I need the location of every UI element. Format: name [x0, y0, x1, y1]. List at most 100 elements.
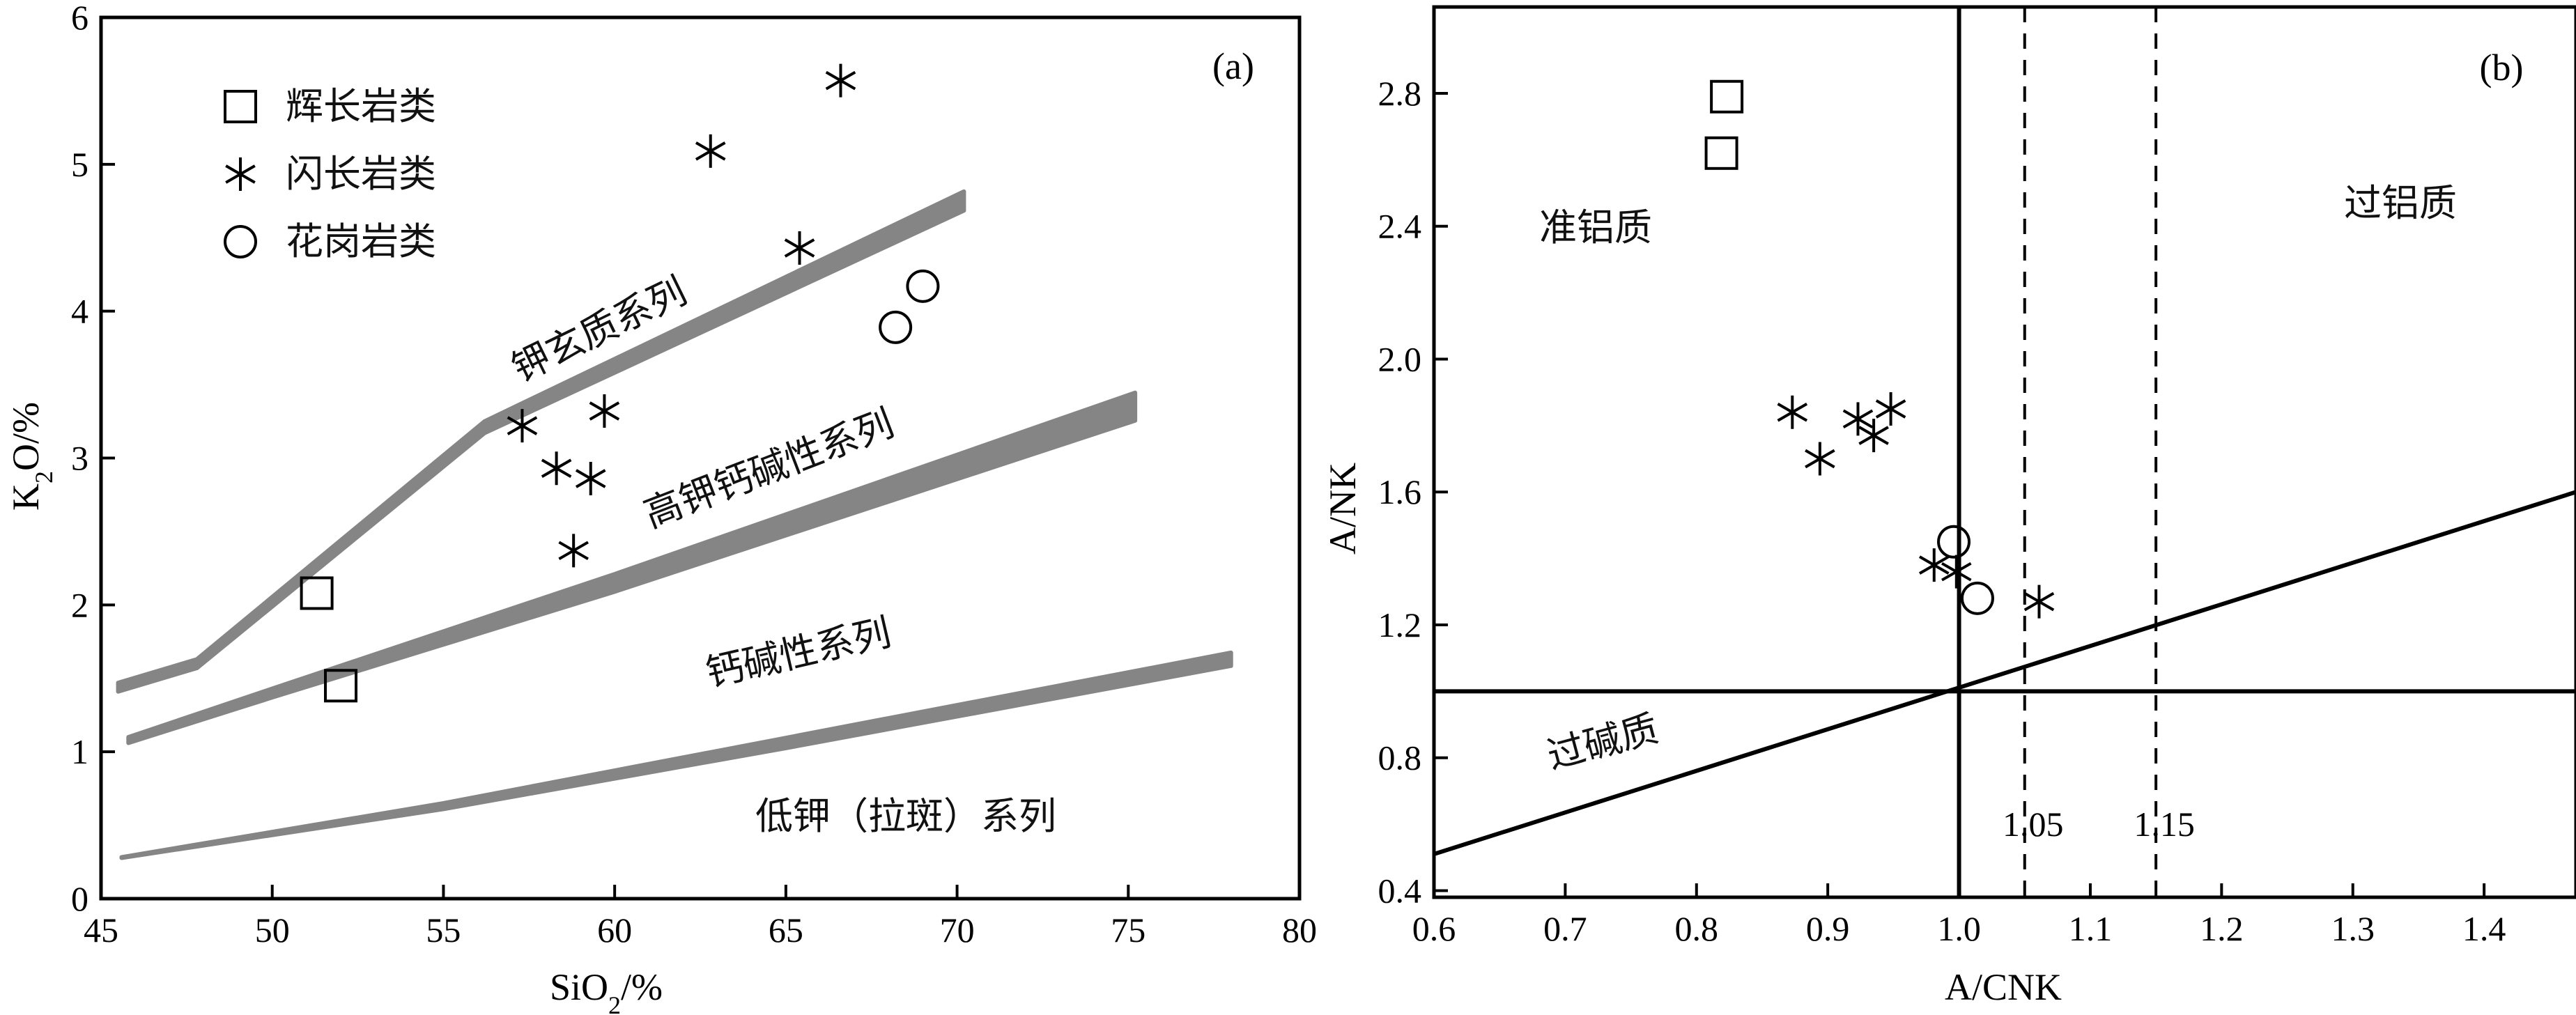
- data-point-asterisk-stroke: [1858, 426, 1889, 445]
- panel-label-a: (a): [1212, 45, 1254, 87]
- data-point-square: [324, 669, 357, 703]
- data-point-asterisk: [1805, 442, 1835, 476]
- dashed-line-label: 1.15: [2134, 805, 2195, 844]
- panel-b-x-tick-label: 1.1: [2069, 909, 2113, 948]
- panel-a-x-tick-label: 70: [940, 911, 975, 950]
- data-point-asterisk: [1842, 402, 1874, 436]
- x-axis-title-a: SiO2/%: [550, 966, 663, 1015]
- data-point-asterisk: [575, 462, 606, 496]
- panel-a-x-tick-label: 65: [769, 911, 803, 950]
- panel-b-x-tick-label: 0.9: [1806, 909, 1850, 948]
- legend-marker-asterisk-stroke: [225, 164, 256, 184]
- panel-b-x-tick-label: 0.7: [1543, 909, 1587, 948]
- data-point-asterisk-stroke: [1875, 399, 1906, 419]
- data-point-asterisk: [558, 534, 589, 568]
- panel-b-x-tick-label: 0.6: [1412, 909, 1456, 948]
- panel-b-y-tick-label: 0.4: [1378, 871, 1422, 910]
- data-point-asterisk: [1875, 392, 1906, 426]
- boundary-band-3: [119, 650, 1233, 860]
- panel-a-y-tick-label: 1: [71, 732, 88, 771]
- x-axis-title-b: A/CNK: [1945, 966, 2062, 1008]
- data-point-asterisk: [825, 63, 856, 98]
- boundary-line: [1434, 490, 2576, 856]
- data-point-asterisk-stroke: [558, 541, 589, 561]
- panel-b-x-tick-label: 1.4: [2462, 909, 2506, 948]
- panel-a-x-tick-label: 45: [84, 911, 118, 950]
- data-point-asterisk-stroke: [507, 416, 538, 435]
- data-point-asterisk-stroke: [825, 70, 856, 91]
- data-point-square: [1704, 136, 1738, 170]
- data-point-circle: [1937, 525, 1971, 559]
- data-point-circle: [1960, 581, 1994, 615]
- data-point-asterisk-stroke: [2023, 591, 2055, 612]
- data-point-asterisk: [589, 394, 620, 428]
- data-point-asterisk-stroke: [1918, 555, 1950, 575]
- data-point-asterisk-stroke: [1805, 449, 1835, 469]
- series-label: 高钾钙碱性系列: [638, 401, 900, 536]
- data-point-asterisk: [1918, 548, 1950, 582]
- plot-frame-a: [99, 15, 1302, 901]
- data-point-asterisk-stroke: [784, 238, 815, 258]
- data-point-asterisk-stroke: [575, 469, 606, 488]
- panel-a-y-tick-label: 2: [71, 585, 88, 624]
- panel-a-x-tick-label: 80: [1282, 911, 1317, 950]
- panel-a-x-tick-label: 60: [597, 911, 632, 950]
- panel-b-y-tick-label: 1.6: [1378, 472, 1422, 511]
- panel-a-y-tick-label: 0: [71, 879, 88, 918]
- legend-marker-asterisk: [225, 157, 256, 191]
- data-point-asterisk-stroke: [589, 401, 620, 421]
- region-label: 过铝质: [2344, 181, 2457, 225]
- panel-b-x-tick-label: 1.2: [2200, 909, 2244, 948]
- panel-a-x-tick-label: 75: [1111, 911, 1146, 950]
- data-point-asterisk: [1858, 419, 1889, 453]
- panel-b-x-tick-label: 0.8: [1675, 909, 1719, 948]
- legend-label: 辉长岩类: [286, 84, 436, 128]
- boundary-band-1: [116, 189, 966, 694]
- data-point-asterisk: [1941, 555, 1972, 589]
- panel-b-y-tick-label: 0.8: [1378, 738, 1422, 777]
- data-point-asterisk: [2023, 584, 2055, 619]
- reference-lines: [1434, 7, 2576, 897]
- panel-b: 0.6 0.7 0.8 0.9 1.0 1.1 1.2 1.3 1.4 0.4 0.8 1.2 1.6 2…: [1322, 5, 2576, 1008]
- data-point-square: [1710, 79, 1744, 114]
- data-point-asterisk-stroke: [1941, 561, 1972, 582]
- panel-b-y-tick-label: 2.8: [1378, 74, 1422, 113]
- boundary-band-2: [126, 390, 1138, 745]
- data-point-asterisk-stroke: [1777, 403, 1808, 422]
- data-point-asterisk: [1777, 395, 1808, 429]
- legend-label: 花岗岩类: [286, 219, 436, 263]
- legend-marker-circle: [224, 225, 257, 258]
- data-point-asterisk-stroke: [695, 141, 726, 161]
- panel-a-y-tick-label: 3: [71, 439, 88, 478]
- data-point-asterisk: [784, 231, 815, 265]
- panel-b-y-tick-label: 2.4: [1378, 207, 1422, 246]
- panel-a-y-tick-label: 4: [71, 292, 88, 331]
- plot-frame-b: [1432, 5, 2576, 899]
- y-axis-title-b: A/NK: [1322, 463, 1364, 555]
- data-point-asterisk: [695, 134, 726, 168]
- data-point-asterisk: [507, 409, 538, 443]
- panel-a-x-tick-label: 50: [255, 911, 290, 950]
- data-point-asterisk: [541, 451, 572, 486]
- legend-label: 闪长岩类: [286, 152, 436, 196]
- y-axis-title-a: K2O/%: [5, 402, 58, 511]
- data-point-square: [300, 576, 334, 610]
- data-point-asterisk-stroke: [1842, 409, 1874, 429]
- dashed-line-label: 1.05: [2003, 805, 2064, 844]
- series-label: 低钾（拉斑）系列: [755, 794, 1056, 838]
- legend-marker-square: [224, 90, 257, 123]
- region-label: 过碱质: [1543, 706, 1663, 778]
- data-point-circle: [906, 269, 940, 303]
- panel-a-y-tick-label: 6: [71, 0, 88, 37]
- series-label: 钙碱性系列: [702, 610, 895, 695]
- panel-a-x-tick-label: 55: [426, 911, 461, 950]
- panel-a-y-tick-label: 5: [71, 145, 88, 184]
- panel-label-b: (b): [2480, 47, 2524, 88]
- data-point-asterisk-stroke: [541, 458, 572, 478]
- panel-b-y-tick-label: 2.0: [1378, 339, 1422, 378]
- data-point-circle: [879, 310, 913, 344]
- panel-b-x-tick-label: 1.0: [1937, 909, 1981, 948]
- panel-b-y-tick-label: 1.2: [1378, 605, 1422, 644]
